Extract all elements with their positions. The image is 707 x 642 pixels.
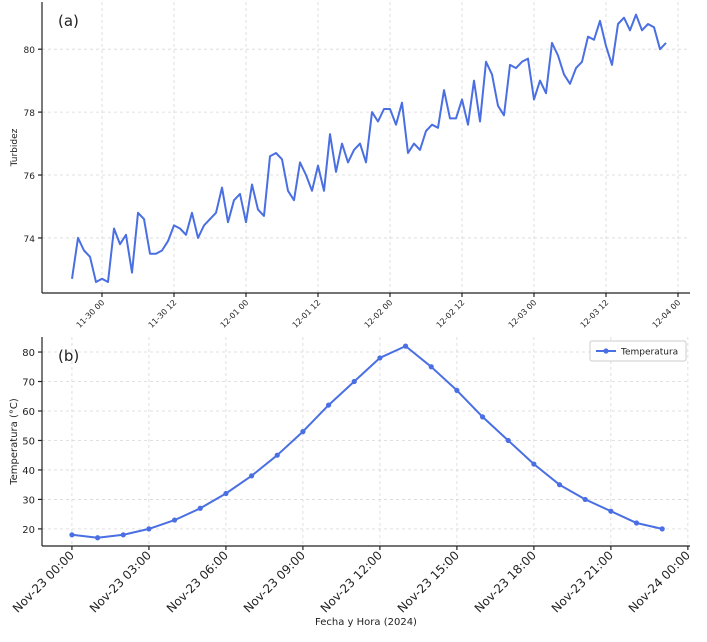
- data-point: [402, 343, 409, 349]
- data-point: [274, 452, 280, 458]
- data-point: [146, 526, 152, 532]
- x-tick-label: 12-03 00: [507, 298, 539, 330]
- x-tick-label: 11-30 12: [147, 298, 179, 330]
- data-point: [505, 437, 511, 444]
- panel-label: (a): [58, 12, 79, 30]
- data-point: [582, 496, 588, 503]
- data-point: [325, 402, 332, 408]
- legend-box: [589, 340, 687, 362]
- data-point: [633, 520, 640, 526]
- data-point: [351, 378, 357, 385]
- x-tick-label: Nov-24 00:00: [626, 548, 693, 615]
- x-tick-label: Nov-23 12:00: [318, 548, 385, 615]
- y-tick-label: 40: [22, 466, 35, 477]
- panel-label: (b): [58, 347, 79, 365]
- data-point: [659, 526, 665, 532]
- legend-marker: [603, 348, 609, 354]
- data-point: [223, 490, 229, 497]
- x-tick-label: Nov-23 18:00: [472, 548, 539, 615]
- x-axis-label: Fecha y Hora (2024): [315, 617, 417, 628]
- x-tick-label: 12-01 12: [291, 298, 323, 330]
- y-tick-label: 60: [22, 407, 35, 418]
- x-tick-label: 11-30 00: [75, 298, 107, 330]
- y-tick-label: 30: [22, 495, 35, 506]
- y-tick-label: 80: [24, 46, 36, 56]
- data-point: [454, 387, 460, 393]
- data-point: [608, 508, 614, 514]
- data-point: [95, 535, 101, 541]
- x-tick-label: Nov-23 09:00: [241, 548, 308, 615]
- data-point: [197, 505, 203, 511]
- y-tick-label: 80: [22, 348, 35, 359]
- data-point: [556, 482, 563, 488]
- x-tick-label: Nov-23 03:00: [87, 548, 154, 615]
- x-tick-label: 12-04 00: [651, 298, 683, 330]
- data-point: [69, 532, 75, 538]
- y-tick-label: 70: [22, 378, 35, 389]
- data-point: [377, 355, 383, 361]
- data-line: [71, 345, 663, 539]
- data-point: [248, 473, 255, 479]
- y-tick-label: 76: [24, 172, 36, 182]
- x-tick-label: Nov-23 21:00: [549, 548, 616, 615]
- data-point: [479, 414, 486, 420]
- y-tick-label: 50: [22, 436, 35, 447]
- y-tick-label: 78: [24, 109, 36, 119]
- x-tick-label: 12-03 12: [579, 298, 611, 330]
- legend-label: Temperatura: [620, 348, 678, 358]
- x-tick-label: 12-02 12: [435, 298, 467, 330]
- data-point: [428, 364, 434, 370]
- y-axis-label: Temperatura (°C): [9, 398, 20, 486]
- y-tick-label: 74: [24, 235, 36, 245]
- x-tick-label: Nov-23 06:00: [164, 548, 231, 615]
- x-tick-label: Nov-23 00:00: [10, 548, 77, 615]
- x-tick-label: 12-01 00: [219, 298, 251, 330]
- x-tick-label: 12-02 00: [363, 298, 395, 330]
- y-tick-label: 20: [22, 525, 35, 536]
- x-tick-label: Nov-23 15:00: [395, 548, 462, 615]
- y-axis-label: Turbidez: [10, 128, 20, 167]
- data-point: [171, 517, 178, 523]
- data-point: [120, 532, 126, 538]
- data-line: [71, 13, 667, 283]
- data-point: [531, 461, 537, 467]
- data-point: [300, 429, 306, 435]
